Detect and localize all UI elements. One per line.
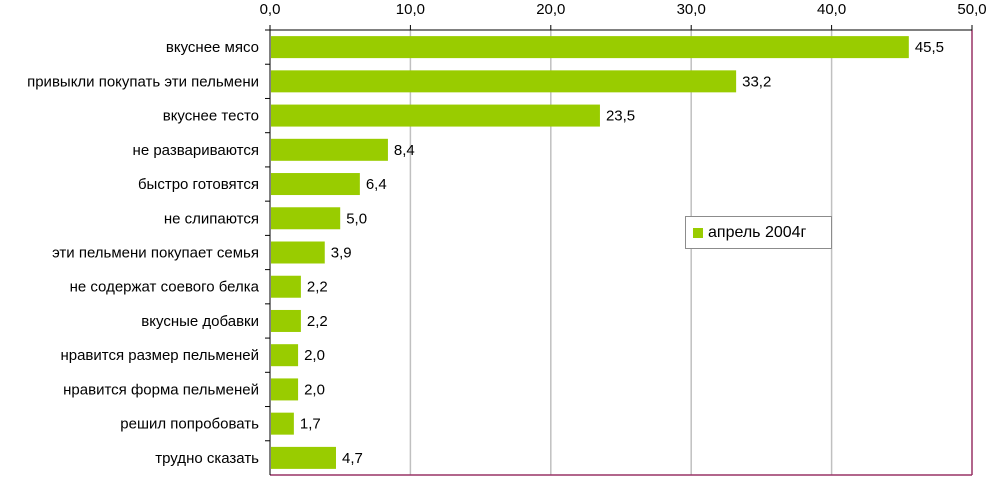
category-labels: вкуснее мясо привыкли покупать эти пельме… bbox=[27, 39, 260, 467]
category-label: решил попробовать bbox=[120, 416, 259, 433]
legend: апрель 2004г bbox=[685, 216, 832, 249]
data-label: 45,5 bbox=[915, 39, 944, 56]
category-label: эти пельмени покупает семья bbox=[52, 245, 259, 262]
x-tick-label: 20,0 bbox=[536, 1, 565, 18]
x-tick-label: 40,0 bbox=[817, 1, 846, 18]
x-tick-label: 0,0 bbox=[260, 1, 281, 18]
bar bbox=[271, 36, 909, 59]
data-label: 23,5 bbox=[606, 108, 635, 125]
legend-label: апрель 2004г bbox=[708, 223, 807, 241]
bar bbox=[271, 241, 325, 264]
category-label: не развариваются bbox=[133, 142, 259, 159]
bar bbox=[271, 412, 294, 435]
category-label: нравится размер пельменей bbox=[60, 347, 259, 364]
data-label: 2,2 bbox=[307, 313, 328, 330]
x-tick-labels: 0,0 10,0 20,0 30,0 40,0 50,0 bbox=[260, 1, 987, 18]
axes bbox=[265, 25, 973, 476]
bar bbox=[271, 207, 341, 230]
bar bbox=[271, 104, 600, 127]
category-label: трудно сказать bbox=[155, 450, 259, 467]
data-label: 4,7 bbox=[342, 450, 363, 467]
data-label: 8,4 bbox=[394, 142, 415, 159]
bar bbox=[271, 173, 360, 196]
data-label: 1,7 bbox=[300, 416, 321, 433]
bar bbox=[271, 344, 299, 367]
data-label: 5,0 bbox=[346, 210, 367, 227]
category-label: вкусные добавки bbox=[141, 313, 259, 330]
legend-swatch bbox=[693, 227, 703, 238]
category-label: вкуснее мясо bbox=[166, 39, 259, 56]
x-tick-label: 30,0 bbox=[677, 1, 706, 18]
data-label: 2,0 bbox=[304, 347, 325, 364]
category-label: не содержат соевого белка bbox=[70, 279, 260, 296]
category-label: нравится форма пельменей bbox=[63, 381, 259, 398]
data-label: 6,4 bbox=[366, 176, 387, 193]
bar bbox=[271, 138, 388, 161]
data-labels: 45,533,223,58,46,45,03,92,22,22,02,01,74… bbox=[300, 39, 944, 467]
category-label: вкуснее тесто bbox=[163, 108, 259, 125]
x-tick-label: 10,0 bbox=[396, 1, 425, 18]
category-label: быстро готовятся bbox=[138, 176, 259, 193]
bar bbox=[271, 309, 301, 332]
data-label: 2,2 bbox=[307, 279, 328, 296]
bar bbox=[271, 446, 336, 469]
bar bbox=[271, 275, 301, 298]
bars bbox=[271, 36, 909, 469]
data-label: 3,9 bbox=[331, 245, 352, 262]
category-label: не слипаются bbox=[164, 210, 259, 227]
bar bbox=[271, 70, 737, 93]
data-label: 2,0 bbox=[304, 381, 325, 398]
category-label: привыкли покупать эти пельмени bbox=[27, 73, 259, 90]
gridlines bbox=[409, 30, 833, 475]
x-tick-label: 50,0 bbox=[957, 1, 986, 18]
bar bbox=[271, 378, 299, 401]
data-label: 33,2 bbox=[742, 73, 771, 90]
